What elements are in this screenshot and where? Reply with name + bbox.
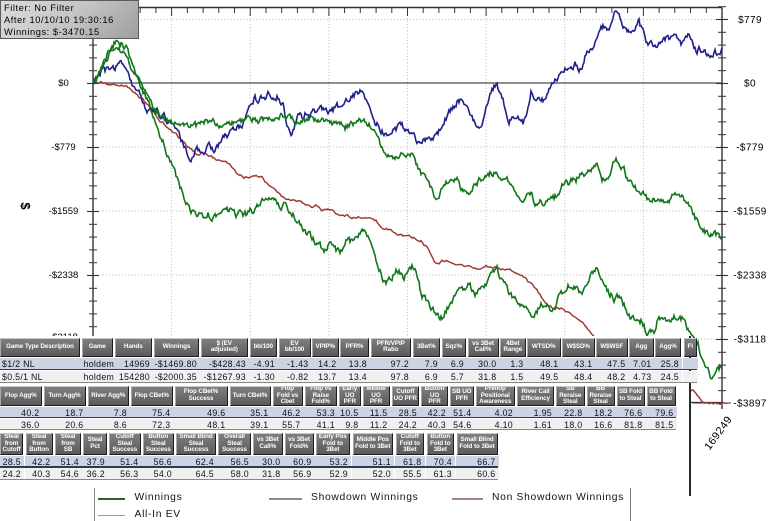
svg-text:-$2338: -$2338 (733, 271, 767, 282)
svg-text:-$3118: -$3118 (734, 335, 767, 346)
svg-text:-$1559: -$1559 (733, 207, 767, 218)
svg-text:-$2338: -$2338 (49, 270, 79, 281)
svg-text:169249: 169249 (702, 414, 735, 453)
svg-text:$: $ (18, 202, 33, 210)
svg-text:-$1559: -$1559 (49, 206, 79, 217)
svg-text:-$3897: -$3897 (733, 399, 767, 410)
svg-text:-$779: -$779 (51, 142, 75, 153)
svg-text:-$779: -$779 (736, 143, 764, 154)
svg-text:$0: $0 (58, 78, 69, 89)
svg-text:$779: $779 (738, 15, 762, 26)
svg-text:$0: $0 (744, 79, 756, 90)
